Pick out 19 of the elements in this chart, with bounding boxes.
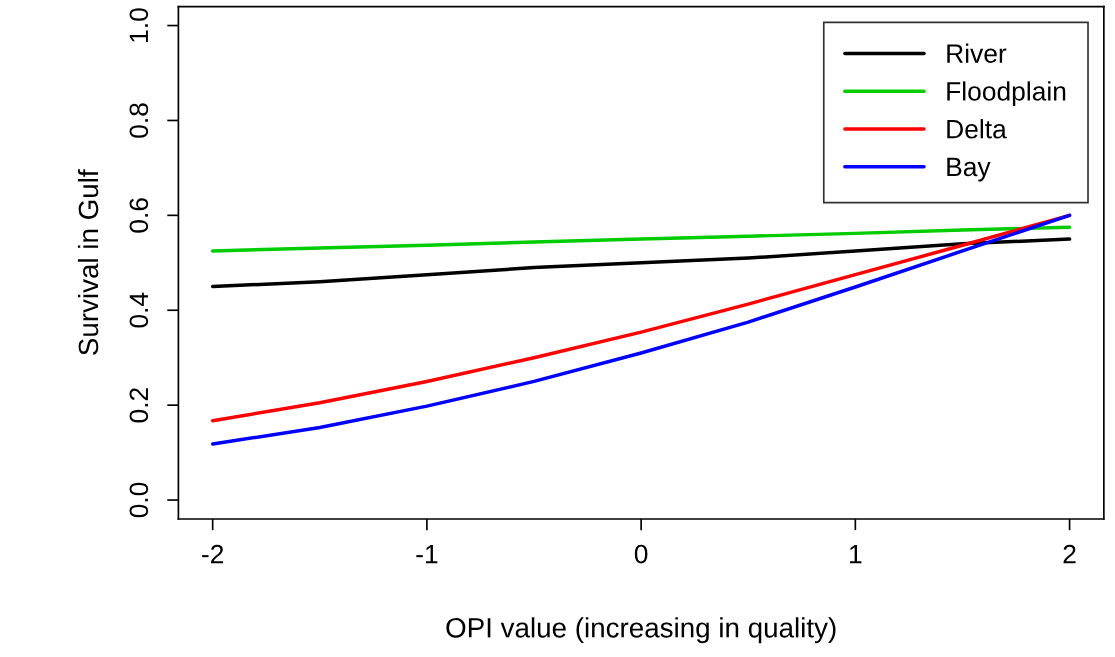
- y-tick-label: 0.4: [129, 292, 149, 328]
- x-axis-title: OPI value (increasing in quality): [446, 617, 836, 644]
- y-tick-label: 0.8: [129, 103, 149, 138]
- x-tick-label: 0: [634, 544, 648, 564]
- line-series: [210, 237, 1072, 289]
- legend-label: Bay: [947, 157, 991, 182]
- y-tick-label: 0.0: [129, 482, 149, 518]
- y-axis-title: Survival in Gulf: [77, 169, 99, 355]
- y-tick-label: 0.6: [129, 198, 149, 233]
- legend-label: Floodplain: [947, 81, 1066, 106]
- x-tick-label: 1: [850, 545, 862, 564]
- legend-label: River: [947, 43, 1007, 63]
- x-tick-label: -2: [202, 544, 224, 564]
- legend-label: Delta: [947, 119, 1007, 139]
- y-tick-label: 1.0: [129, 8, 149, 42]
- x-tick-label: -1: [416, 545, 438, 564]
- line-series: [210, 225, 1072, 253]
- x-tick-label: 2: [1063, 544, 1076, 564]
- y-tick-label: 0.2: [129, 388, 149, 423]
